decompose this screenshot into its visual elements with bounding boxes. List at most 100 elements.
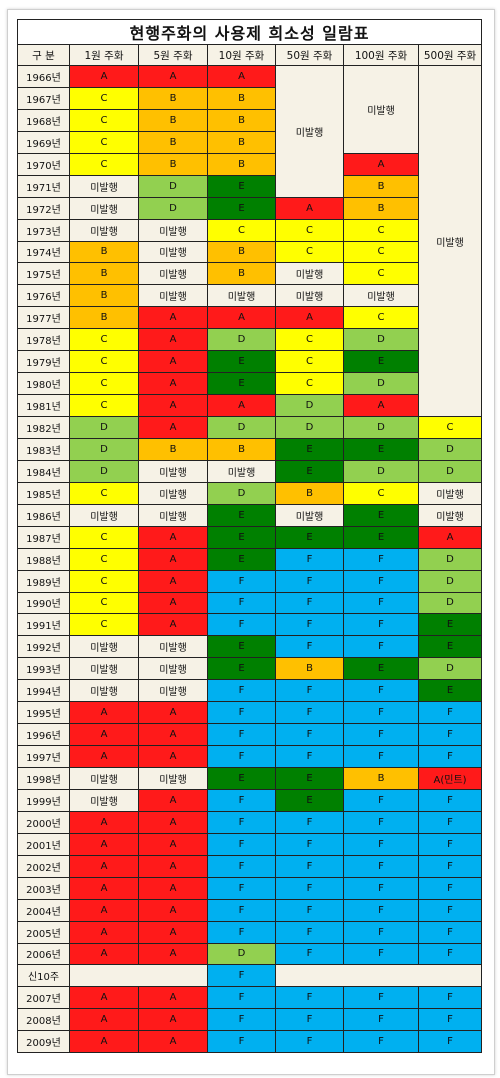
grade-cell: D [417, 569, 483, 593]
grade-cell: A [138, 898, 208, 922]
year-cell: 1985년 [17, 481, 70, 505]
grade-cell: A [207, 65, 276, 88]
grade-cell: C [275, 328, 344, 352]
table-row: 1975년 B 미발행 B 미발행 C [17, 262, 482, 286]
grade-cell: B [275, 657, 344, 681]
grade-cell: A [138, 1008, 208, 1032]
grade-cell: E [275, 767, 344, 790]
grade-cell: F [343, 547, 419, 571]
grade-cell: F [207, 591, 276, 615]
grade-cell: C [343, 240, 419, 264]
grade-cell: 미발행 [69, 503, 139, 527]
grade-cell: F [343, 635, 419, 659]
header-cell: 50원 주화 [275, 44, 344, 66]
table-row: 1998년 미발행 미발행 E E B A(민트) [17, 767, 483, 790]
year-cell: 1969년 [17, 130, 70, 154]
table-row: 2009년 A A F F F F [17, 1030, 483, 1054]
year-cell: 1967년 [17, 86, 70, 110]
table-row: 2000년 A A F F F F [17, 810, 483, 834]
grade-cell: C [69, 394, 139, 417]
year-cell: 2006년 [17, 942, 70, 966]
year-cell: 1971년 [17, 174, 70, 198]
year-cell: 1996년 [17, 723, 70, 747]
grade-cell: 미발행 [69, 174, 139, 198]
grade-cell: F [207, 788, 276, 812]
grade-cell: A [138, 810, 208, 834]
grade-cell: B [275, 481, 344, 505]
grade-cell: A [343, 394, 419, 417]
grade-cell: F [417, 810, 483, 834]
grade-cell: C [69, 591, 139, 615]
year-cell: 1988년 [17, 547, 70, 571]
grade-cell: D [275, 416, 344, 439]
year-cell: 1984년 [17, 459, 70, 483]
grade-cell: F [207, 832, 276, 856]
grade-cell: E [207, 525, 276, 549]
grade-cell: 미발행 [69, 767, 139, 790]
grade-cell: A [138, 328, 208, 352]
grade-cell: C [417, 416, 483, 439]
header-cell: 구 분 [17, 44, 70, 66]
grade-cell: F [343, 876, 419, 900]
grade-cell: F [207, 810, 276, 834]
grade-cell: D [207, 416, 276, 439]
year-cell: 1976년 [17, 284, 70, 308]
grade-cell: F [275, 547, 344, 571]
grade-cell: E [417, 613, 483, 637]
grade-cell: F [275, 920, 344, 944]
table-row: 1996년 A A F F F F [17, 723, 483, 747]
grade-cell: F [207, 854, 276, 878]
grade-cell: A [138, 591, 208, 615]
grade-cell: 미발행 [138, 503, 208, 527]
year-cell: 1998년 [17, 767, 70, 790]
grade-cell: A [138, 854, 208, 878]
grade-cell: 미발행 [138, 481, 208, 505]
grade-cell: F [343, 854, 419, 878]
grade-cell: C [69, 481, 139, 505]
grade-cell: B [207, 130, 276, 154]
grade-cell: E [275, 459, 344, 483]
grade-cell: A [138, 394, 208, 417]
table-row: 1976년 B 미발행 미발행 미발행 미발행 [17, 284, 482, 308]
grade-cell: F [275, 832, 344, 856]
grade-cell: F [343, 613, 419, 637]
grade-cell: D [275, 394, 344, 417]
grade-cell: F [207, 1030, 276, 1054]
table-row: 1981년 C A A D A [17, 394, 482, 417]
grade-cell: C [343, 262, 419, 286]
grade-cell: F [275, 898, 344, 922]
grade-cell: F [275, 745, 344, 768]
grade-cell: A [69, 920, 139, 944]
grade-cell: B [69, 240, 139, 264]
grade-cell: F [343, 942, 419, 966]
grade-cell: A [69, 1008, 139, 1032]
table-row: 1993년 미발행 미발행 E B E D [17, 657, 483, 681]
table-row: 1995년 A A F F F F [17, 701, 483, 725]
table-row: 1988년 C A E F F D [17, 547, 483, 571]
grade-cell: A(민트) [417, 767, 483, 790]
grade-cell: C [69, 152, 139, 176]
grade-cell: E [275, 525, 344, 549]
header-cell: 5원 주화 [138, 44, 208, 66]
year-cell: 1987년 [17, 525, 70, 549]
grade-cell: F [343, 701, 419, 725]
grade-cell: E [343, 350, 419, 374]
grade-cell: F [207, 569, 276, 593]
grade-cell: 미발행 [69, 657, 139, 681]
header-cell: 500원 주화 [417, 44, 483, 66]
grade-cell: F [417, 1030, 483, 1054]
year-cell: 1979년 [17, 350, 70, 374]
grade-cell: F [275, 1008, 344, 1032]
grade-cell: A [207, 394, 276, 417]
year-cell: 1978년 [17, 328, 70, 352]
table-row: 1967년 C B B [17, 86, 482, 110]
grade-cell: F [275, 635, 344, 659]
grade-cell: F [207, 898, 276, 922]
grade-cell: B [207, 437, 276, 461]
grade-cell: C [69, 569, 139, 593]
grade-cell: E [343, 657, 419, 681]
grade-cell: A [138, 65, 208, 88]
grade-cell: A [138, 1030, 208, 1054]
grade-cell: 미발행 [138, 262, 208, 286]
grade-cell: B [207, 240, 276, 264]
